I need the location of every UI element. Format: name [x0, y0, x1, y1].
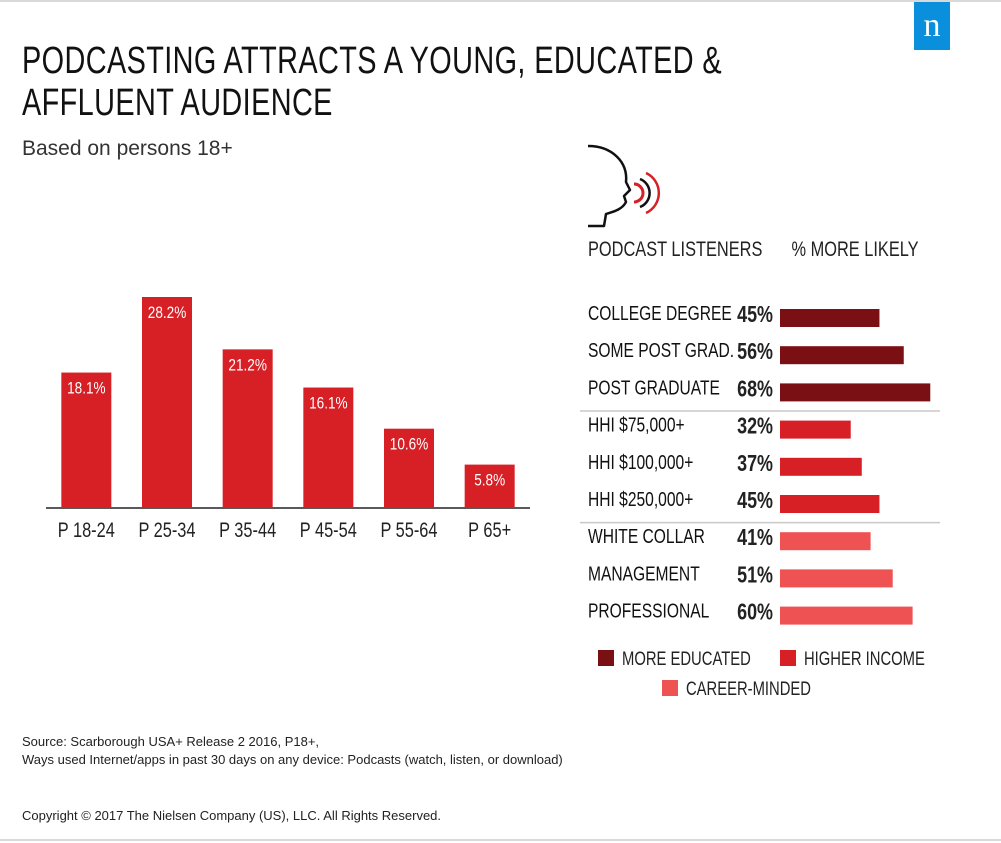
row-value-label: 41% [737, 525, 773, 551]
copyright: Copyright © 2017 The Nielsen Company (US… [22, 808, 442, 823]
title-line-1: PODCASTING ATTRACTS A YOUNG, EDUCATED & [22, 40, 723, 82]
row-label: PROFESSIONAL [588, 600, 709, 622]
row-label: POST GRADUATE [588, 377, 720, 399]
row-value-label: 45% [737, 488, 773, 514]
bar-value-label: 5.8% [474, 471, 505, 490]
bar-value-label: 10.6% [390, 435, 429, 454]
legend-swatch [598, 650, 614, 666]
row-label: SOME POST GRAD. [588, 339, 734, 361]
chart-legend: MORE EDUCATED HIGHER INCOME CAREER-MINDED [598, 648, 925, 699]
bar-value-label: 21.2% [228, 356, 267, 375]
logo-letter: n [923, 7, 941, 44]
row-value-label: 60% [737, 600, 773, 626]
x-tick-label: P 18-24 [58, 518, 115, 541]
legend-label: MORE EDUCATED [622, 648, 751, 669]
bar-p-18-24 [61, 372, 112, 508]
row-value-label: 32% [737, 414, 773, 440]
page-title: PODCASTING ATTRACTS A YOUNG, EDUCATED & … [22, 40, 943, 124]
bottom-border [0, 839, 1001, 841]
bar-value-label: 18.1% [67, 379, 106, 398]
column-header-more-likely: % MORE LIKELY [791, 237, 918, 260]
row-label: WHITE COLLAR [588, 525, 705, 547]
bar-management [780, 569, 893, 588]
row-value-label: 68% [737, 376, 773, 402]
more-likely-bar-chart: PODCAST LISTENERS % MORE LIKELY COLLEGE DE… [580, 237, 940, 625]
source-line-2: Ways used Internet/apps in past 30 days … [22, 752, 563, 767]
row-label: COLLEGE DEGREE [588, 302, 732, 324]
row-value-label: 45% [737, 302, 773, 328]
source-line-1: Source: Scarborough USA+ Release 2 2016,… [22, 734, 320, 749]
bar-p-25-34 [142, 297, 192, 508]
x-tick-label: P 35-44 [219, 518, 276, 541]
subtitle: Based on persons 18+ [22, 137, 233, 160]
top-border [0, 0, 1001, 2]
bar-p-55-64 [384, 428, 434, 508]
bar-post-graduate [780, 383, 931, 402]
legend-label: CAREER-MINDED [686, 678, 811, 699]
bar-p-65- [464, 464, 515, 508]
row-value-label: 37% [737, 451, 773, 477]
bar-hhi-250-000- [780, 495, 880, 513]
bar-college-degree [780, 309, 880, 327]
bar-white-collar [780, 532, 871, 551]
row-value-label: 51% [737, 562, 773, 588]
x-tick-label: P 65+ [468, 518, 511, 541]
bar-professional [780, 606, 913, 625]
row-label: MANAGEMENT [588, 563, 700, 585]
bar-p-45-54 [303, 387, 354, 508]
x-tick-label: P 45-54 [300, 518, 357, 541]
x-tick-label: P 55-64 [380, 518, 437, 541]
age-bar-chart: 18.1% P 18-24 28.2% P 25-34 21.2% P 35-44 16.1… [46, 297, 530, 541]
row-value-label: 56% [737, 339, 773, 365]
legend-label: HIGHER INCOME [804, 648, 925, 669]
bar-hhi-75-000- [780, 420, 851, 439]
row-label: HHI $250,000+ [588, 488, 693, 510]
legend-swatch [780, 650, 796, 666]
title-line-2: AFFLUENT AUDIENCE [22, 82, 333, 124]
bar-some-post-grad- [780, 346, 904, 365]
row-label: HHI $100,000+ [588, 451, 693, 473]
column-header-listeners: PODCAST LISTENERS [588, 237, 762, 260]
bar-value-label: 28.2% [148, 304, 187, 323]
bar-hhi-100-000- [780, 457, 862, 476]
bar-value-label: 16.1% [309, 394, 348, 413]
bar-p-35-44 [222, 349, 273, 508]
row-label: HHI $75,000+ [588, 414, 685, 436]
nielsen-logo: n [914, 2, 950, 50]
x-tick-label: P 25-34 [138, 518, 195, 541]
legend-swatch [662, 680, 678, 696]
head-sound-icon [587, 144, 661, 228]
